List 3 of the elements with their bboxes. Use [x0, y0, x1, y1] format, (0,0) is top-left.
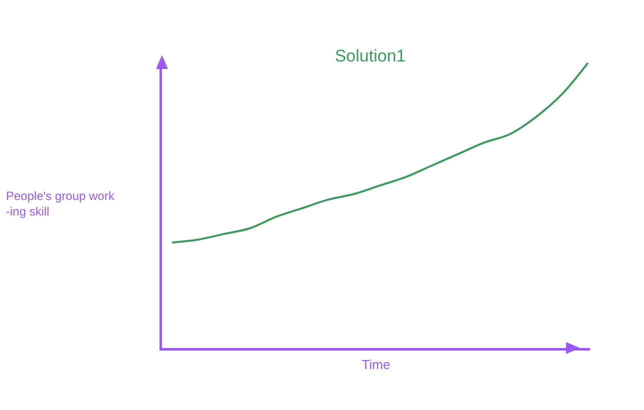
- chart-title: Solution1: [334, 46, 406, 66]
- x-axis-title: Time: [362, 356, 390, 372]
- y-axis-title: People's group work -ing skill: [6, 189, 116, 219]
